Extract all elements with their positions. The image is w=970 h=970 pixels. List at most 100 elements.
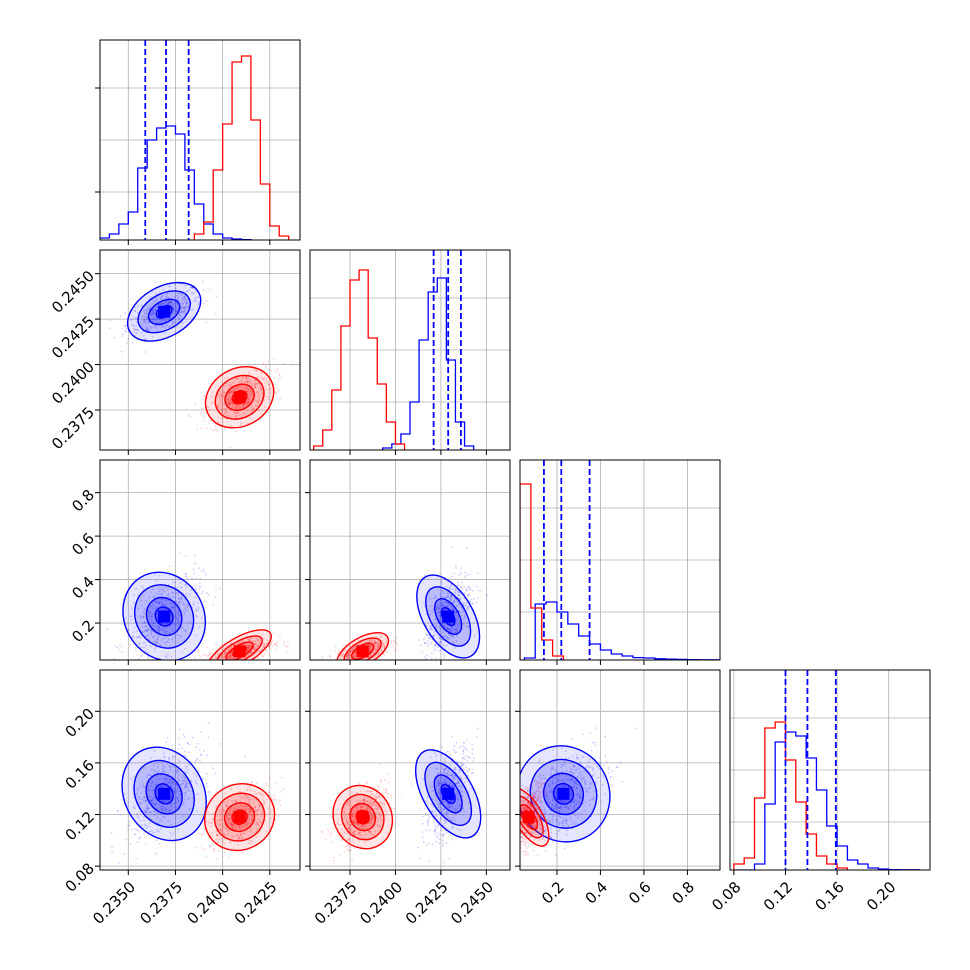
scatter-point — [151, 797, 154, 800]
scatter-point — [432, 821, 435, 824]
scatter-point — [434, 644, 437, 646]
scatter-point — [170, 765, 172, 768]
scatter-point — [344, 811, 346, 813]
scatter-point — [446, 813, 448, 816]
scatter-point — [231, 389, 234, 392]
scatter-point — [156, 807, 159, 810]
scatter-point — [215, 661, 217, 663]
scatter-point — [161, 604, 163, 606]
scatter-point — [369, 645, 372, 648]
scatter-point — [444, 773, 447, 775]
scatter-point — [194, 596, 196, 599]
scatter-point — [347, 844, 350, 847]
scatter-point — [381, 650, 383, 653]
scatter-point — [437, 646, 440, 649]
scatter-point — [121, 335, 124, 337]
scatter-point — [172, 581, 175, 584]
scatter-point — [446, 772, 449, 775]
scatter-point — [250, 652, 253, 654]
scatter-point — [476, 572, 479, 575]
scatter-point — [182, 306, 184, 308]
scatter-point — [373, 807, 376, 810]
scatter-point — [159, 777, 161, 780]
scatter-point — [257, 382, 260, 385]
scatter-point — [240, 380, 243, 383]
scatter-point — [446, 627, 448, 629]
scatter-point — [186, 606, 189, 609]
scatter-point — [98, 322, 100, 324]
scatter-point — [353, 841, 356, 844]
scatter-point — [427, 636, 430, 639]
scatter-point — [462, 808, 465, 811]
scatter-point — [185, 767, 187, 769]
scatter-point — [248, 830, 251, 833]
scatter-point — [455, 631, 458, 634]
scatter-point — [155, 580, 158, 583]
scatter-point — [197, 607, 200, 609]
scatter-point — [234, 411, 237, 414]
scatter-point — [169, 613, 172, 616]
scatter-point — [349, 650, 352, 653]
scatter-point — [218, 822, 221, 825]
scatter-point — [170, 606, 173, 609]
scatter-point — [229, 655, 231, 657]
scatter-point — [155, 839, 158, 842]
scatter-point — [221, 649, 224, 651]
scatter-point — [466, 749, 468, 752]
scatter-point — [184, 593, 187, 596]
scatter-point — [236, 377, 238, 380]
scatter-point — [442, 629, 444, 631]
scatter-point — [459, 829, 462, 832]
scatter-point — [148, 774, 151, 777]
scatter-point — [169, 314, 172, 317]
scatter-point — [153, 650, 156, 653]
scatter-point — [431, 652, 433, 655]
scatter-point — [170, 781, 173, 784]
scatter-point — [145, 800, 148, 803]
scatter-point — [267, 383, 270, 386]
scatter-point — [334, 645, 337, 648]
scatter-point — [234, 386, 237, 389]
scatter-point — [149, 830, 151, 833]
scatter-point — [183, 299, 186, 302]
tick-label-x: 0.2350 — [89, 878, 139, 928]
scatter-point — [179, 793, 182, 796]
scatter-point — [260, 392, 263, 395]
scatter-point — [144, 810, 147, 813]
scatter-point — [148, 613, 151, 616]
scatter-point — [146, 826, 148, 829]
scatter-point — [152, 788, 155, 791]
scatter-point — [150, 645, 153, 648]
scatter-point — [254, 809, 257, 812]
scatter-point — [439, 790, 442, 793]
scatter-point — [254, 810, 257, 813]
scatter-point — [255, 370, 258, 372]
scatter-point — [212, 843, 215, 846]
scatter-point — [225, 651, 227, 653]
scatter-point — [173, 791, 176, 793]
scatter-point — [429, 641, 432, 644]
scatter-point — [122, 333, 125, 336]
scatter-point — [343, 664, 345, 666]
scatter-point — [430, 803, 433, 805]
scatter-point — [373, 795, 376, 798]
scatter-point — [375, 808, 378, 811]
scatter-point — [228, 392, 231, 395]
scatter-point — [176, 310, 178, 313]
scatter-point — [143, 815, 146, 818]
scatter-point — [206, 427, 209, 430]
scatter-point — [175, 601, 178, 603]
scatter-point — [238, 835, 241, 838]
scatter-point — [248, 652, 251, 655]
scatter-point — [374, 642, 376, 645]
scatter-point — [150, 615, 153, 618]
scatter-point — [184, 308, 187, 311]
scatter-point — [218, 422, 220, 424]
scatter-point — [238, 836, 241, 839]
scatter-point — [253, 649, 256, 652]
scatter-point — [253, 790, 256, 793]
scatter-point — [183, 310, 186, 313]
scatter-point — [145, 649, 147, 652]
scatter-point — [456, 782, 458, 785]
scatter-point — [455, 628, 458, 631]
